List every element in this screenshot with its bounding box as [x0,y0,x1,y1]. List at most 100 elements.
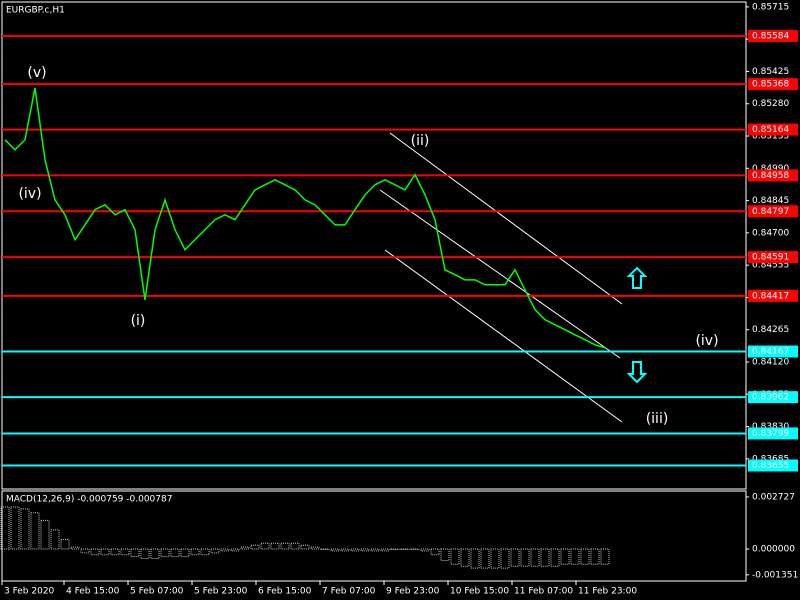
main-frame [1,1,747,490]
level-label: 0.84797 [752,207,789,217]
y-tick-label: 0.85135 [752,132,789,142]
level-label: 0.85164 [752,125,789,135]
y-tick-label: 0.85425 [752,67,789,77]
macd-bar [510,548,520,567]
macd-bar [490,548,500,569]
macd-bar [60,538,70,550]
x-tick-label: 5 Feb 23:00 [194,587,248,597]
x-tick-label: 11 Feb 23:00 [578,587,637,597]
macd-bar [70,546,80,550]
macd-bar [580,548,590,565]
macd-bar [460,548,470,567]
level-label-box [748,251,798,264]
y-tick-label: 0.83685 [752,454,789,464]
wave-label: (i) [131,313,146,329]
level-label-box [748,427,798,440]
macd-bar [220,548,230,552]
wave-label: (iv) [18,186,41,202]
macd-bar [550,548,560,567]
x-tick-label: 9 Feb 23:00 [386,587,440,597]
y-tick-label: 0.84555 [752,261,789,271]
macd-bar [190,548,200,556]
x-tick-label: 11 Feb 07:00 [514,587,573,597]
macd-bar [130,548,140,558]
macd-bar [0,506,10,550]
macd-bar [10,506,20,550]
channel-line [389,132,623,305]
channel-line [384,249,623,423]
down-arrow [626,361,648,384]
macd-bar [590,548,600,565]
macd-bar [320,548,330,551]
wave-label: (v) [27,65,46,81]
macd-bar [390,548,400,551]
macd-bar [530,548,540,567]
level-label-box [748,345,798,358]
macd-y-tick-label: 0.000000 [752,545,795,555]
macd-bar [430,548,440,556]
macd-bar [20,508,30,550]
level-label: 0.85368 [752,80,789,90]
level-label-box [748,459,798,472]
macd-bar [80,548,90,554]
macd-bar [200,548,210,556]
y-tick-label: 0.84990 [752,164,789,174]
level-label: 0.85584 [752,32,789,42]
y-tick-label: 0.84845 [752,196,789,206]
chart-title: EURGBP.c,H1 [6,6,65,16]
macd-bar [520,548,530,567]
level-label-box [748,391,798,404]
macd-bar [360,548,370,552]
macd-bar [600,548,610,565]
macd-y-tick-label: -0.001351 [752,570,798,580]
macd-bar [450,548,460,565]
macd-bar [160,548,170,558]
macd-bar [90,548,100,556]
macd-bar [40,519,50,550]
macd-bar [140,548,150,560]
level-label: 0.84417 [752,291,789,301]
y-tick-label: 0.83830 [752,422,789,432]
macd-bar [560,548,570,565]
macd-bar [480,548,490,569]
wave-label: (ii) [411,133,430,149]
macd-bar [280,542,290,550]
level-label: 0.83799 [752,429,789,439]
macd-bar [150,548,160,560]
x-tick-label: 6 Feb 15:00 [258,587,312,597]
x-tick-label: 4 Feb 15:00 [66,587,120,597]
x-tick-label: 5 Feb 07:00 [130,587,184,597]
macd-bar [170,548,180,558]
macd-bar [110,548,120,556]
macd-bar [250,544,260,550]
macd-bar [340,548,350,552]
level-label-box [748,30,798,43]
x-tick-label: 10 Feb 15:00 [450,587,509,597]
y-tick-label: 0.84700 [752,228,789,238]
price-line [4,87,606,349]
x-tick-label: 3 Feb 2020 [4,587,55,597]
macd-bar [350,548,360,552]
x-tick-label: 7 Feb 07:00 [322,587,376,597]
macd-bar [180,548,190,558]
macd-y-tick-label: 0.002727 [752,492,795,502]
macd-bar [230,548,240,552]
level-label: 0.84167 [752,347,789,357]
macd-bar [500,548,510,569]
level-label: 0.83655 [752,461,789,471]
macd-bar [410,548,420,551]
macd-bar [260,542,270,550]
macd-bar [300,544,310,550]
y-tick-label: 0.85715 [752,2,789,12]
macd-bar [470,548,480,569]
level-label: 0.84958 [752,171,789,181]
macd-bar [370,548,380,552]
macd-bar [570,548,580,565]
macd-bar [240,546,250,550]
wave-label: (iii) [646,411,669,427]
y-tick-label: 0.84120 [752,357,789,367]
macd-bar [100,548,110,556]
macd-bar [210,548,220,554]
macd-bar [400,548,410,551]
